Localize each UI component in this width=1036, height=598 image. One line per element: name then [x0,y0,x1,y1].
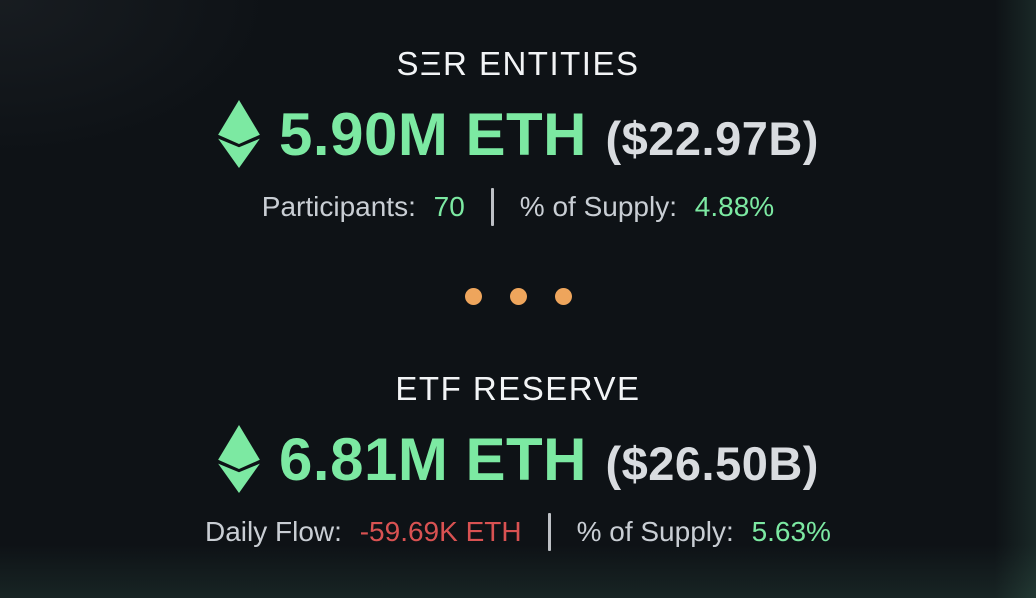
stat-label: % of Supply: [519,191,677,222]
separator-dots[interactable] [464,288,572,305]
section-title: SΞR ENTITIES [396,45,640,82]
stat-label: % of Supply: [576,516,734,547]
stat-supply-percent: % of Supply: 5.63% [577,514,831,550]
stat-label: Participants: [261,191,416,222]
stat-label: Daily Flow: [205,516,342,547]
section-ser-entities: SΞR ENTITIES 5.90M ETH ($22.97B) Partici… [217,44,819,226]
eth-amount: 5.90M ETH [279,100,587,168]
stats-row: Participants: 70 % of Supply: 4.88% [262,188,774,226]
dot[interactable] [509,288,527,305]
dot[interactable] [554,288,572,305]
value-text: 5.90M ETH ($22.97B) [279,100,819,169]
section-etf-reserve: ETF RESERVE 6.81M ETH ($26.50B) Daily Fl… [205,369,831,551]
vertical-divider [547,513,551,551]
stat-value: 70 [433,191,465,222]
value-text: 6.81M ETH ($26.50B) [279,425,819,494]
dot[interactable] [464,288,482,305]
stat-supply-percent: % of Supply: 4.88% [520,189,774,225]
value-row: 6.81M ETH ($26.50B) [217,423,819,495]
stats-row: Daily Flow: -59.69K ETH % of Supply: 5.6… [205,513,831,551]
ethereum-icon [217,425,261,493]
stat-value: -59.69K ETH [359,516,522,547]
stat-daily-flow: Daily Flow: -59.69K ETH [205,514,522,550]
eth-amount: 6.81M ETH [279,425,587,493]
usd-value: ($26.50B) [605,436,819,490]
stat-value: 5.63% [751,516,831,547]
vertical-divider [490,188,494,226]
ethereum-icon [217,100,261,168]
value-row: 5.90M ETH ($22.97B) [217,98,819,170]
usd-value: ($22.97B) [605,111,819,165]
section-title: ETF RESERVE [395,370,641,407]
stat-value: 4.88% [694,191,775,222]
stat-participants: Participants: 70 [262,189,465,225]
